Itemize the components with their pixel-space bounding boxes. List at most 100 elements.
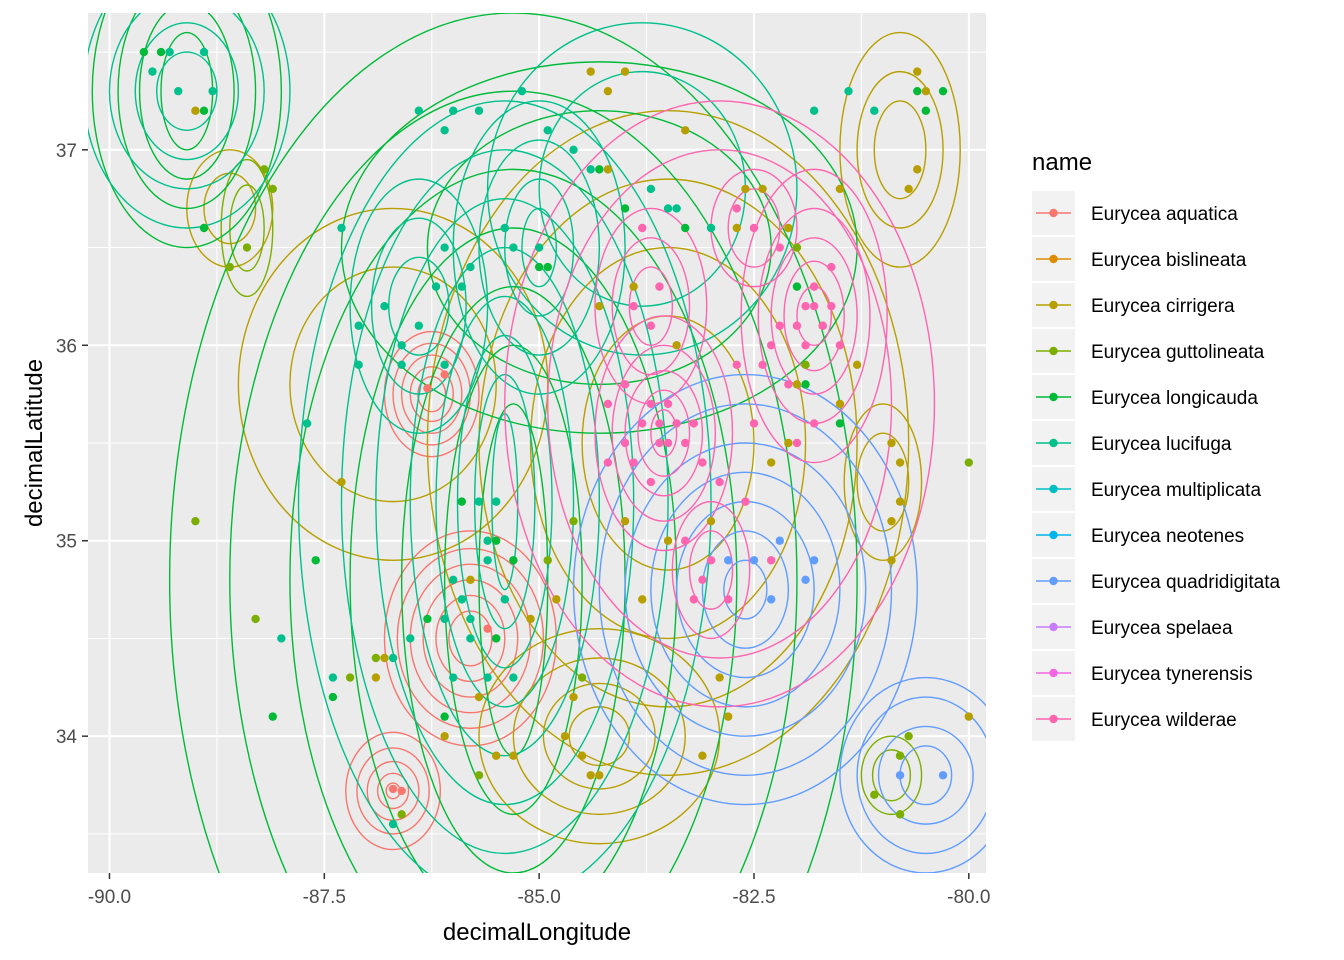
data-point [638,419,647,428]
data-point [913,86,922,96]
data-point [938,86,948,96]
density-contour [400,354,463,434]
data-point [449,673,458,682]
data-point [895,810,905,819]
data-point [620,204,630,213]
data-point [904,731,913,741]
legend-label: Eurycea bislineata [1091,250,1247,271]
density-contour [873,100,927,200]
legend-key-point [1049,530,1058,540]
data-point [474,497,484,506]
y-tick-label: 36 [56,336,77,357]
data-point [629,282,638,291]
density-contour [723,559,768,620]
data-point [792,321,802,330]
data-point [208,86,217,96]
data-point [509,556,518,565]
data-point [277,634,286,643]
data-point [242,243,252,252]
legend-key-point [1049,668,1058,678]
data-point [414,106,424,115]
data-point [380,301,389,311]
data-point [663,536,673,545]
data-point [526,614,535,624]
data-point [784,438,793,448]
density-contour [349,178,489,434]
data-point [741,184,750,194]
density-contour [572,373,918,806]
y-tick-label: 34 [56,727,78,748]
data-point [792,243,802,252]
data-point [440,126,449,135]
data-point [491,634,501,643]
legend-label: Eurycea neotenes [1091,526,1244,547]
minor-gridlines [88,13,986,873]
data-point [758,360,767,370]
legend-key-point [1049,622,1058,632]
data-point [706,516,716,526]
data-point [792,438,802,448]
data-point [199,106,209,115]
legend-key-point [1049,300,1058,310]
data-point [887,438,896,448]
data-point [646,399,656,409]
density-contour [770,237,858,395]
density-contour [473,373,536,630]
legend-key-point [1049,392,1058,402]
density-contour [156,51,218,131]
data-point [663,204,673,213]
density-contour [229,90,798,873]
legend-label: Eurycea lucifuga [1091,434,1232,455]
data-point [827,262,836,272]
data-point [569,145,578,155]
data-point [371,653,381,663]
data-point [397,810,406,819]
data-point [698,458,707,467]
density-contour [289,168,738,873]
data-point [852,360,862,370]
data-point [809,106,819,115]
density-contour [486,22,798,356]
data-point [775,536,784,545]
density-contour [370,217,467,395]
data-point [268,712,277,721]
data-point [371,673,381,682]
density-contour [452,100,626,395]
data-point [758,184,767,194]
legend-key-point [1049,438,1058,448]
data-point [466,575,475,585]
density-contour [727,188,781,268]
data-point [397,360,406,370]
data-point [225,262,234,272]
data-point [474,692,484,702]
density-contour [877,725,974,825]
data-point [741,497,750,506]
data-point [491,536,501,545]
data-point [698,751,707,760]
data-point [388,784,398,794]
density-contour [856,696,986,855]
data-point [775,243,784,252]
density-contour [598,403,893,776]
data-point [827,301,836,311]
density-contour [345,731,442,851]
legend-label: Eurycea guttolineata [1091,342,1265,363]
density-contour [839,31,961,268]
data-point [724,712,733,721]
data-point [560,731,570,741]
data-point [766,556,776,565]
density-contour [108,13,265,190]
data-point [500,595,509,604]
legend-key-point [1049,346,1058,356]
data-point [139,47,149,57]
data-point [474,771,484,780]
data-point [835,184,845,194]
data-point [595,771,604,780]
data-point [534,262,544,272]
data-point [577,751,587,760]
data-point [887,516,896,526]
data-point [543,262,552,272]
data-point [844,86,853,96]
density-contour [637,389,691,477]
